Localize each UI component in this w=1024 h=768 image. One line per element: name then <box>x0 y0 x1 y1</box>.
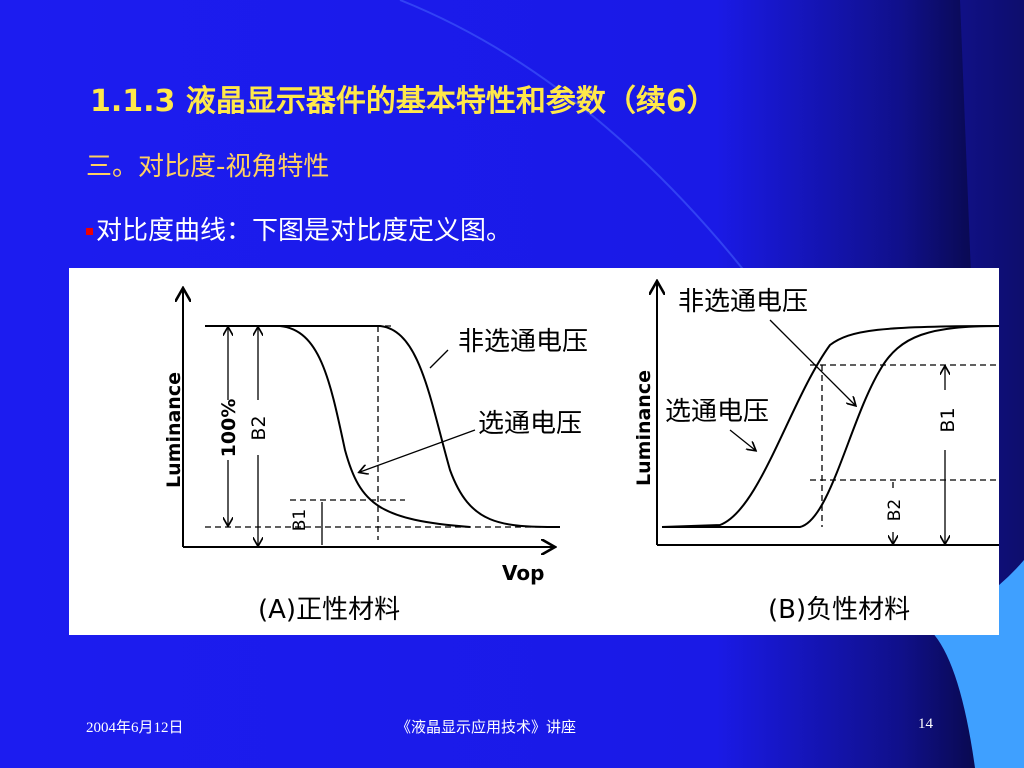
title: 1.1.3 液晶显示器件的基本特性和参数（续6） <box>90 84 717 119</box>
b2-label: B2 <box>248 415 270 440</box>
curve-off <box>662 325 1000 528</box>
x-label: Vop <box>502 561 544 585</box>
accent-shape <box>930 560 1024 768</box>
curve-on-label: 选通电压 <box>665 397 769 427</box>
dimension-arrows <box>228 328 476 545</box>
curve-on <box>205 325 471 528</box>
bullet-text: 对比度曲线：下图是对比度定义图。 <box>96 216 513 246</box>
guides <box>810 364 999 527</box>
dimension-arrows <box>729 319 945 543</box>
guides <box>205 325 560 540</box>
b1-label: B1 <box>937 407 959 432</box>
section-heading: 三。对比度-视角特性 <box>86 152 330 182</box>
caption: (A)正性材料 <box>258 595 400 625</box>
b1-label: B1 <box>290 509 310 531</box>
curve-on-label: 选通电压 <box>478 409 582 439</box>
panel-a <box>183 290 561 547</box>
curve-off-label: 非选通电压 <box>678 287 808 317</box>
caption: (B)负性材料 <box>768 595 910 625</box>
curve-off <box>205 325 561 528</box>
full-label: 100% <box>218 399 240 458</box>
footer-date: 2004年6月12日 <box>86 720 184 736</box>
curve-on <box>661 325 1000 528</box>
footer-course: 《液晶显示应用技术》讲座 <box>396 720 577 736</box>
bullet: 对比度曲线：下图是对比度定义图。 <box>86 210 512 247</box>
panel-b <box>657 283 1000 546</box>
b2-label: B2 <box>885 499 905 521</box>
y-label: Luminance <box>163 372 185 488</box>
curve-off-label: 非选通电压 <box>458 327 588 357</box>
bullet-marker <box>86 228 93 235</box>
y-label: Luminance <box>633 370 655 486</box>
page-number: 14 <box>918 716 933 732</box>
